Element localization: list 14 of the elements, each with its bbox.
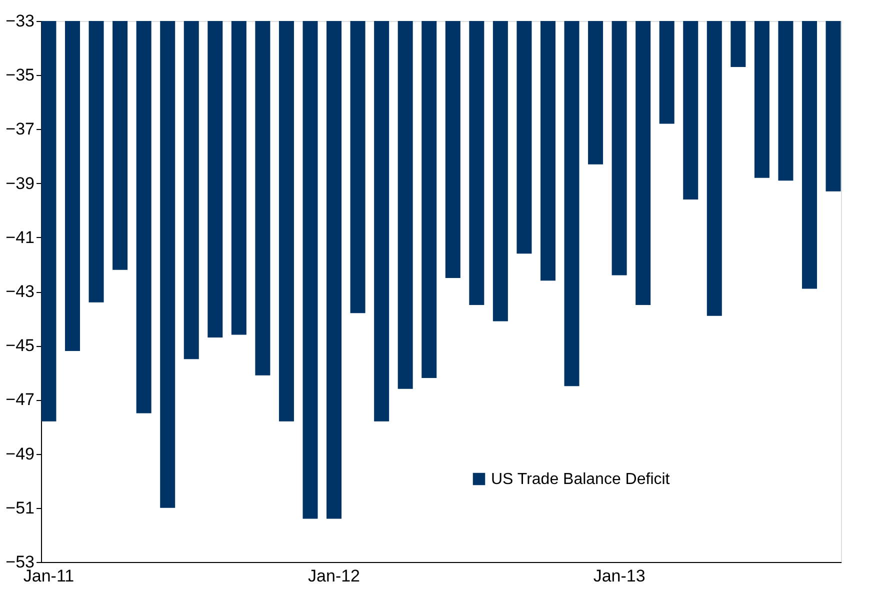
x-tick-label: Jan-12 — [308, 566, 360, 586]
y-tick-label: −43 — [6, 282, 34, 301]
y-tick-label: −33 — [6, 12, 34, 30]
y-tick-label: −41 — [6, 228, 34, 247]
x-tick-label: Jan-13 — [593, 566, 646, 586]
y-tick-label: −45 — [6, 336, 34, 356]
x-tick-label: Jan-11 — [23, 566, 74, 586]
y-tick-label: −47 — [6, 390, 34, 410]
legend-label: US Trade Balance Deficit — [491, 471, 670, 488]
y-tick-label: −37 — [6, 120, 34, 139]
y-tick-label: −51 — [6, 498, 34, 518]
y-tick-label: −35 — [6, 66, 34, 85]
y-tick-label: −49 — [6, 444, 34, 464]
y-tick-label: −39 — [6, 174, 34, 193]
